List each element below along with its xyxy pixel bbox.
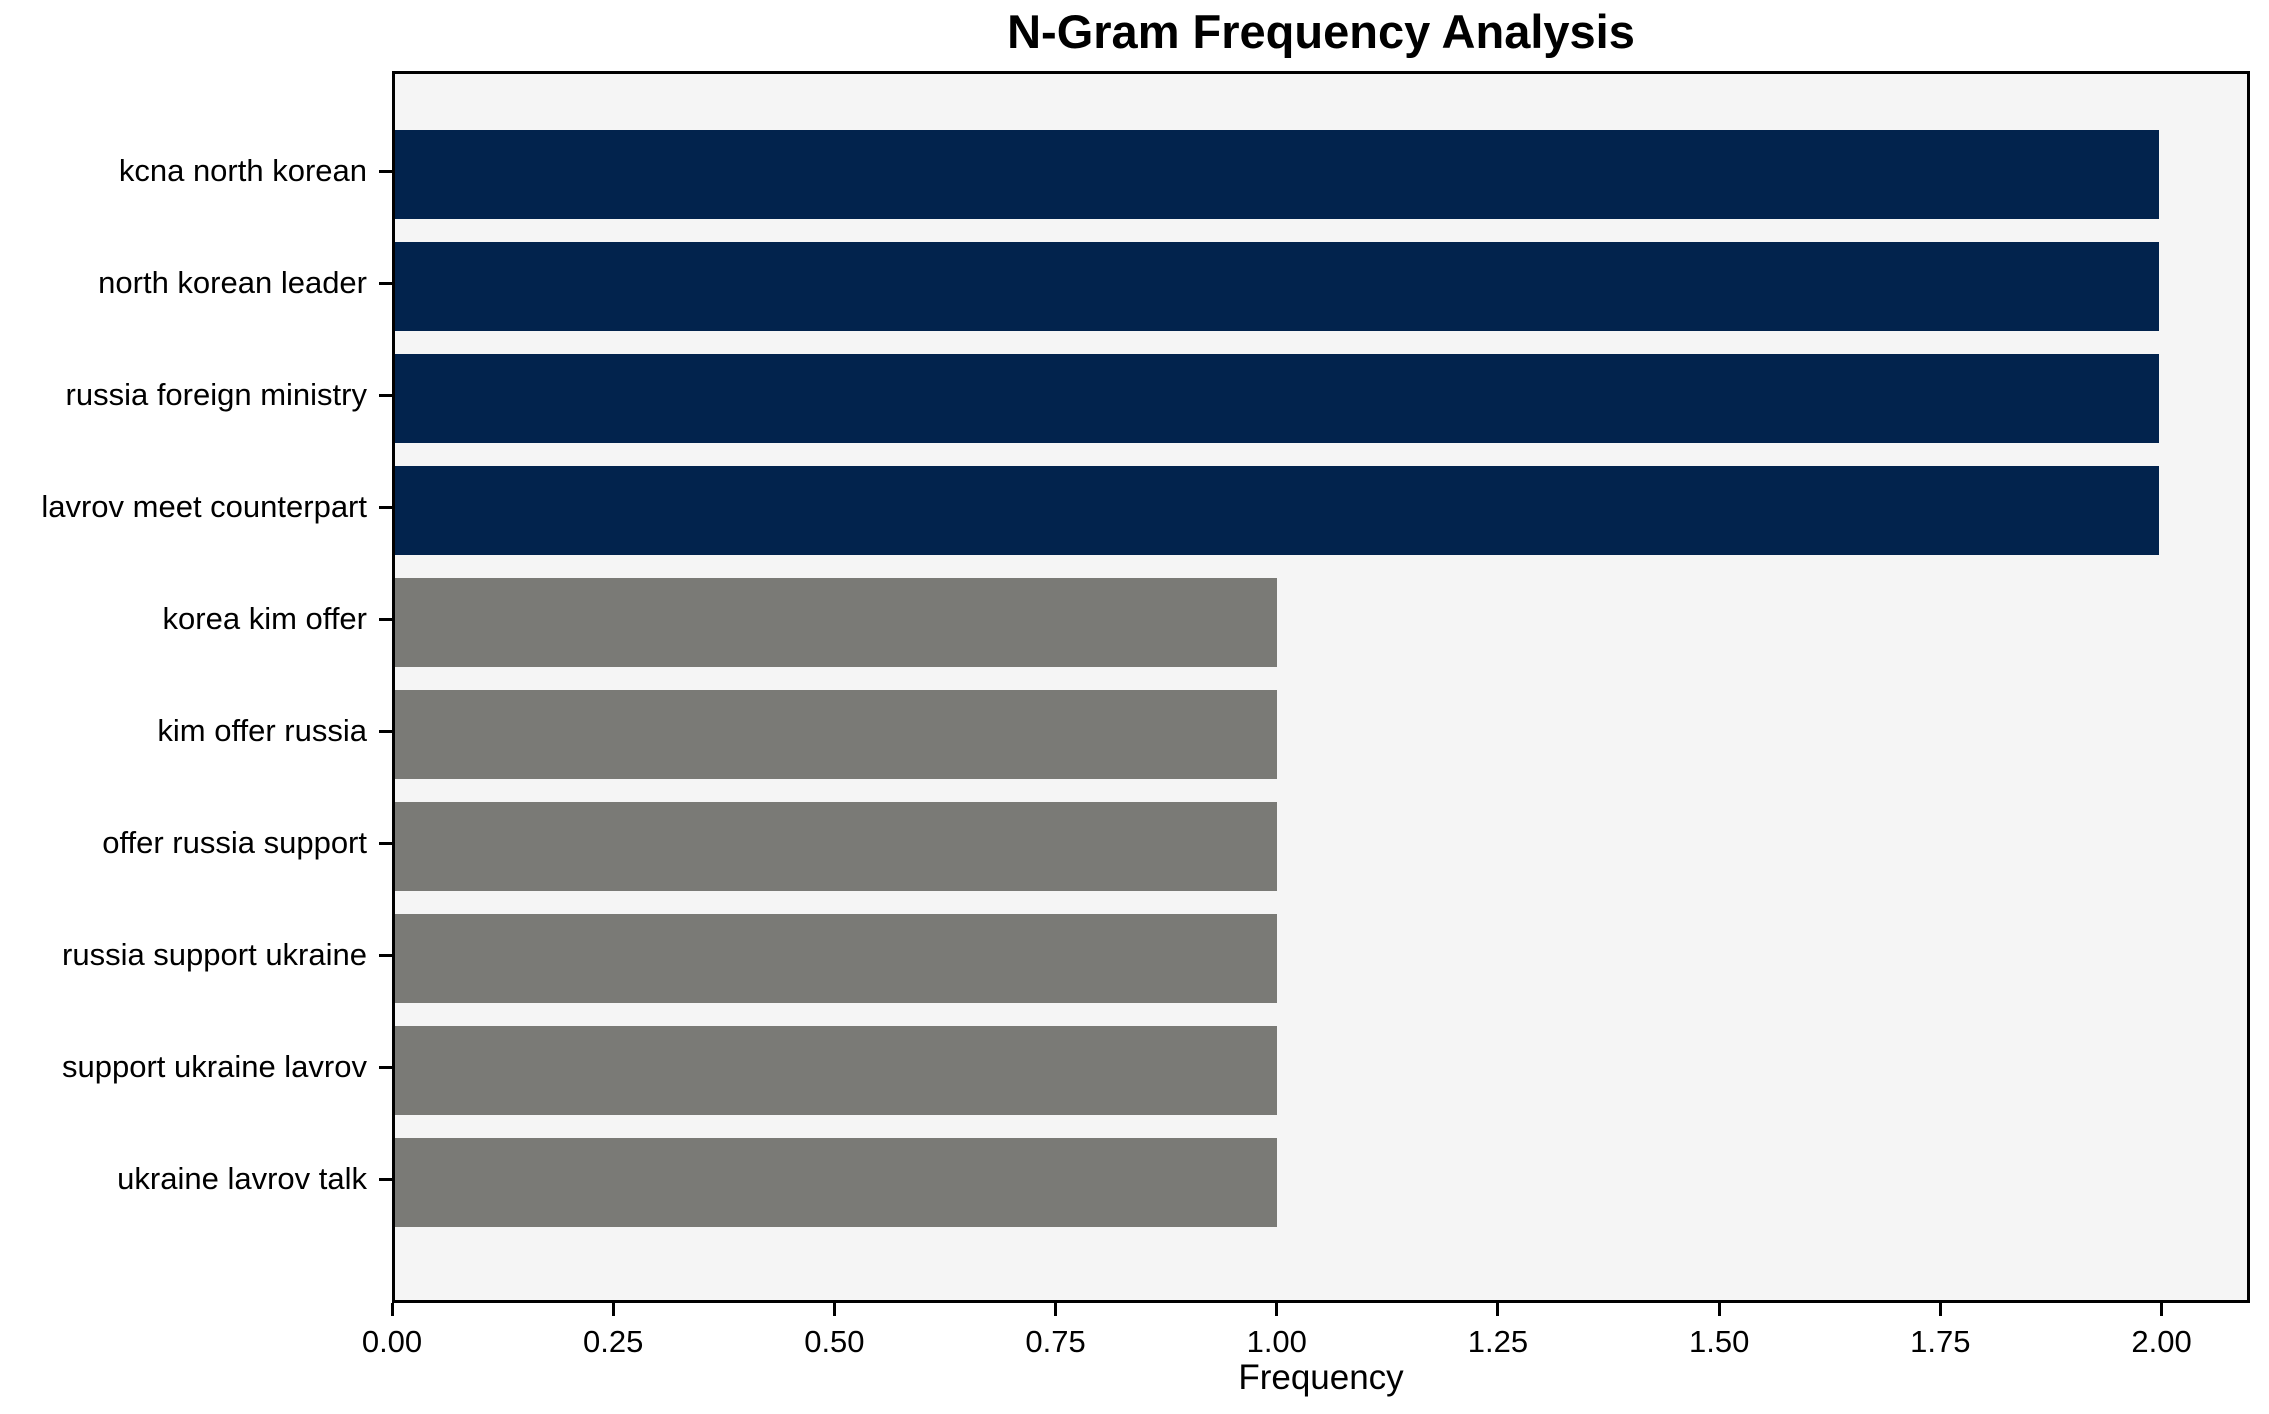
x-tick-label: 1.25: [1467, 1324, 1529, 1359]
y-tick-label: kim offer russia: [157, 713, 367, 748]
x-tick-mark: [1054, 1303, 1058, 1316]
x-tick-label: 0.75: [1025, 1324, 1086, 1359]
x-tick-label: 1.50: [1688, 1324, 1750, 1359]
y-tick-label: offer russia support: [102, 825, 367, 860]
y-tick-mark: [379, 841, 392, 845]
bar-ukraine-lavrov-talk: [395, 1137, 1277, 1227]
x-tick-label: 0.50: [804, 1324, 865, 1359]
bar-kim-offer-russia: [395, 689, 1277, 779]
x-tick-mark: [1275, 1303, 1279, 1316]
bar-north-korean-leader: [395, 241, 2159, 331]
x-tick-mark: [832, 1303, 836, 1316]
x-tick-mark: [1717, 1303, 1721, 1316]
y-tick-label: support ukraine lavrov: [62, 1049, 367, 1084]
bar-lavrov-meet-counterpart: [395, 465, 2159, 555]
y-tick-mark: [379, 1065, 392, 1069]
bar-support-ukraine-lavrov: [395, 1025, 1277, 1115]
x-tick-label: 1.00: [1246, 1324, 1307, 1359]
y-tick-label: korea kim offer: [162, 601, 367, 636]
y-tick-label: ukraine lavrov talk: [117, 1161, 367, 1196]
x-tick-mark: [1938, 1303, 1942, 1316]
y-tick-mark: [379, 169, 392, 173]
bar-russia-support-ukraine: [395, 913, 1277, 1003]
bar-kcna-north-korean: [395, 129, 2159, 219]
bar-korea-kim-offer: [395, 577, 1277, 667]
y-tick-mark: [379, 617, 392, 621]
bar-russia-foreign-ministry: [395, 353, 2159, 443]
chart-title: N-Gram Frequency Analysis: [1007, 5, 1635, 58]
y-tick-label: north korean leader: [98, 265, 367, 300]
plot-area: [392, 71, 2250, 1303]
y-tick-label: russia support ukraine: [62, 937, 367, 972]
x-axis-label: Frequency: [1238, 1358, 1404, 1397]
x-tick-mark: [1496, 1303, 1500, 1316]
y-tick-label: lavrov meet counterpart: [41, 489, 367, 524]
bar-offer-russia-support: [395, 801, 1277, 891]
y-tick-label: kcna north korean: [118, 153, 367, 188]
y-tick-mark: [379, 953, 392, 957]
y-tick-mark: [379, 393, 392, 397]
x-tick-label: 2.00: [2131, 1324, 2192, 1359]
y-tick-mark: [379, 281, 392, 285]
x-tick-label: 1.75: [1910, 1324, 1971, 1359]
x-tick-label: 0.25: [583, 1324, 644, 1359]
x-tick-mark: [390, 1303, 394, 1316]
y-tick-mark: [379, 729, 392, 733]
y-tick-mark: [379, 1177, 392, 1181]
y-tick-label: russia foreign ministry: [65, 377, 367, 412]
x-tick-mark: [611, 1303, 615, 1316]
x-tick-mark: [2160, 1303, 2164, 1316]
y-tick-mark: [379, 505, 392, 509]
x-tick-label: 0.00: [361, 1324, 423, 1359]
